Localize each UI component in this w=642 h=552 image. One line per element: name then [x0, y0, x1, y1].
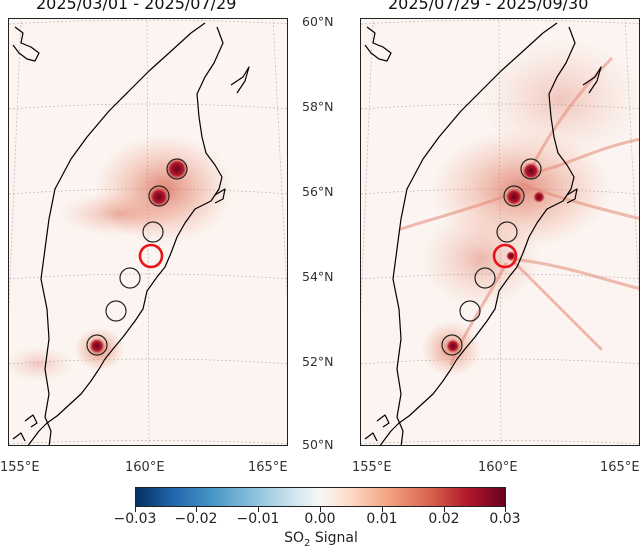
colorbar-tick-label: 0.03: [489, 511, 521, 527]
lon-label-right-165: 165°E: [600, 460, 640, 475]
lon-label-left-155: 155°E: [0, 460, 40, 475]
lat-label-58: 58°N: [302, 99, 334, 114]
volcano-marker: [441, 334, 463, 356]
lat-label-50: 50°N: [302, 437, 334, 452]
so2-signal-field: [399, 39, 639, 377]
volcano-marker: [503, 185, 525, 207]
colorbar-tick-label: 0.01: [366, 511, 398, 527]
map-panel-left: [8, 18, 288, 446]
volcano-marker: [105, 300, 127, 322]
map-panel-right: [360, 18, 640, 446]
colorbar-tick-label: 0.00: [304, 511, 336, 527]
volcano-marker: [119, 267, 141, 289]
map-left-svg: [9, 19, 287, 445]
graticule: [9, 19, 287, 445]
volcano-marker: [86, 334, 108, 356]
lon-label-left-165: 165°E: [248, 460, 288, 475]
volcano-marker: [142, 221, 164, 243]
so2-signal-field: [9, 134, 234, 382]
volcano-marker: [148, 185, 170, 207]
panel-title-right: 2025/07/29 - 2025/09/30: [388, 0, 589, 13]
volcano-marker: [474, 267, 496, 289]
colorbar-tick-label: −0.01: [236, 511, 280, 527]
lat-label-56: 56°N: [302, 184, 334, 199]
colorbar-tick-label: −0.03: [113, 511, 157, 527]
volcano-marker: [459, 300, 481, 322]
colorbar-tick: [382, 507, 383, 512]
highlight-volcano-marker: [138, 243, 164, 269]
volcano-markers: [441, 158, 542, 356]
colorbar-tick-label: −0.02: [174, 511, 218, 527]
colorbar: [135, 487, 506, 507]
volcano-marker: [520, 158, 542, 180]
volcano-marker: [166, 158, 188, 180]
highlight-volcano-marker: [492, 243, 518, 269]
coastline: [364, 22, 602, 445]
coastline: [12, 22, 250, 445]
colorbar-tick: [505, 507, 506, 512]
colorbar-tick: [258, 507, 259, 512]
lon-label-right-155: 155°E: [352, 460, 392, 475]
colorbar-label: SO2 Signal: [284, 530, 358, 549]
panel-title-left: 2025/03/01 - 2025/07/29: [36, 0, 237, 13]
colorbar-tick: [320, 507, 321, 512]
lat-label-60: 60°N: [302, 14, 334, 29]
colorbar-tick: [196, 507, 197, 512]
colorbar-tick: [135, 507, 136, 512]
lon-label-right-160: 160°E: [478, 460, 518, 475]
lat-label-54: 54°N: [302, 269, 334, 284]
colorbar-tick: [444, 507, 445, 512]
lon-label-left-160: 160°E: [125, 460, 165, 475]
lat-label-52: 52°N: [302, 354, 334, 369]
map-right-svg: [361, 19, 639, 445]
volcano-markers: [86, 158, 188, 356]
colorbar-tick-label: 0.02: [428, 511, 460, 527]
volcano-marker: [496, 221, 518, 243]
